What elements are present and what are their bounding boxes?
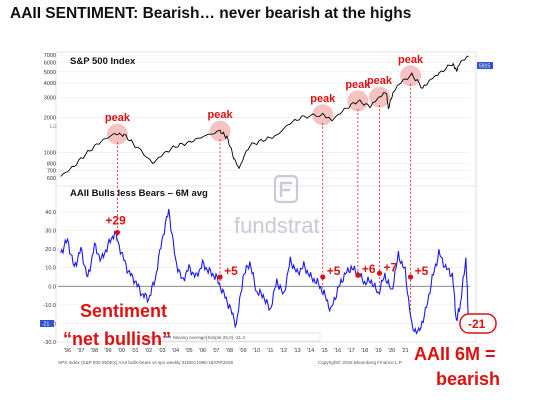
sentiment-value-dot — [355, 272, 361, 278]
x-tick-label: '16 — [334, 348, 341, 354]
legend-mini-box — [139, 332, 321, 342]
aaii-y-tick-label: -30.0 — [43, 340, 56, 346]
current-value-label: -21 — [468, 317, 486, 331]
x-tick-label: '20 — [388, 348, 395, 354]
aaii-y-tick-label: 10.0 — [45, 266, 56, 272]
footnote-source: SPX Index (S&P 500 INDEX) AAII bulls-bea… — [58, 360, 234, 365]
aaii-y-tick-label: 40.0 — [45, 210, 56, 216]
spx-y-tick-label: 3000 — [44, 95, 56, 101]
spx-panel-title: S&P 500 Index — [70, 56, 136, 67]
spx-last-value-flag — [477, 62, 493, 69]
x-tick-label: '12 — [280, 348, 287, 354]
peak-label: peak — [105, 112, 131, 124]
x-tick-label: '03 — [158, 348, 165, 354]
sentiment-value-label: +5 — [415, 264, 429, 278]
sentiment-value-dot — [320, 274, 326, 280]
sentiment-value-annotations: +29 +5 +5 +6 +7 +5 — [105, 213, 429, 280]
spx-y-tick-label: 600 — [47, 176, 56, 182]
x-tick-label: '21 — [402, 348, 409, 354]
x-tick-label: '09 — [239, 348, 246, 354]
x-tick-label: '17 — [348, 348, 355, 354]
aaii-series-line — [60, 208, 470, 335]
sentiment-value-dot — [114, 229, 121, 236]
peak-label: peak — [345, 79, 371, 91]
sentiment-annotation-line2: “net bullish” — [63, 329, 171, 349]
aaii-left-flag — [40, 320, 54, 327]
x-tick-label: '00 — [118, 348, 125, 354]
aaii-left-flag-text: -21 — [42, 322, 49, 328]
x-tick-label: '05 — [185, 348, 192, 354]
x-tick-label: '19 — [375, 348, 382, 354]
sentiment-value-dot — [407, 274, 414, 280]
sentiment-annotation-line1: Sentiment — [80, 301, 167, 321]
spx-y-tick-label: 700 — [47, 168, 56, 174]
x-tick-label: '96 — [64, 348, 71, 354]
sentiment-value-label: +6 — [362, 262, 376, 276]
spx-y-tick-label: 7000 — [44, 53, 56, 59]
spx-y-tick-label: 4000 — [44, 81, 56, 87]
aaii-y-tick-label: 20.0 — [45, 247, 56, 253]
fundstrat-icon-mark — [279, 181, 292, 197]
fundstrat-watermark-text: fundstrat — [234, 213, 320, 238]
peak-highlight-circle — [312, 104, 334, 126]
fundstrat-logo: fundstrat — [234, 174, 320, 238]
x-tick-label: '13 — [294, 348, 301, 354]
spx-last-value-text: 5915 — [479, 64, 490, 70]
x-tick-label: '01 — [131, 348, 138, 354]
aaii-panel-title: AAII Bulls less Bears – 6M avg — [70, 188, 208, 199]
peak-label: peak — [367, 75, 393, 87]
spx-gridlines — [58, 54, 470, 179]
peak-drop-lines — [117, 83, 411, 316]
spx-y-tick-label: 2000 — [44, 116, 56, 122]
aaii-annotation-line2: bearish — [436, 369, 500, 389]
x-tick-label: '02 — [145, 348, 152, 354]
x-tick-label: '99 — [104, 348, 111, 354]
x-tick-label: '10 — [253, 348, 260, 354]
sentiment-value-dot — [376, 270, 383, 276]
sentiment-value-label: +29 — [105, 213, 126, 227]
spx-axis-lo-label: Lo — [50, 124, 57, 130]
peak-label: peak — [310, 93, 336, 105]
aaii-y-tick-label: 0.0 — [48, 284, 56, 290]
x-tick-label: '07 — [212, 348, 219, 354]
legend-mini-value: -10.0 — [143, 335, 154, 340]
spx-series-line — [60, 55, 469, 177]
x-tick-label: '15 — [321, 348, 328, 354]
spx-y-tick-label: 5000 — [44, 70, 56, 76]
x-tick-labels: '96 '97 '98 '99 '00 '01 '02 '03 '04 '05 '06 '07 '08 '… — [64, 348, 409, 354]
spx-y-tick-label: 1000 — [44, 150, 56, 156]
sentiment-value-label: +5 — [327, 264, 341, 278]
footnote-copyright: Copyright© 2026 Bloomberg Finance L.P. — [318, 359, 403, 365]
x-tick-label: '04 — [172, 348, 179, 354]
sentiment-value-dot — [217, 274, 223, 280]
spx-y-tick-label: 6000 — [44, 61, 56, 67]
x-tick-label: '18 — [361, 348, 368, 354]
x-tick-label: '98 — [91, 348, 98, 354]
aaii-y-tick-label: -10.0 — [43, 303, 56, 309]
peak-label: peak — [398, 54, 424, 66]
x-tick-label: '11 — [267, 348, 274, 354]
peak-highlight-circle — [106, 123, 128, 145]
x-tick-label: '06 — [199, 348, 206, 354]
legend-mini-text: Moving Average(Simple,26,0) -21.4 — [173, 335, 245, 340]
current-value-box — [459, 313, 497, 334]
fundstrat-icon — [273, 174, 299, 204]
x-tick-label: '08 — [226, 348, 233, 354]
aaii-y-tick-label: 30.0 — [45, 229, 56, 235]
peak-label: peak — [208, 109, 234, 121]
page-title: AAII SENTIMENT: Bearish… never bearish a… — [10, 5, 412, 22]
sentiment-value-label: +5 — [224, 264, 238, 278]
x-tick-label: '14 — [307, 348, 314, 354]
sentiment-value-label: +7 — [383, 260, 397, 274]
spx-y-tick-label: 800 — [47, 162, 56, 168]
aaii-annotation-line1: AAII 6M = — [414, 344, 496, 364]
x-tick-label: '97 — [77, 348, 84, 354]
